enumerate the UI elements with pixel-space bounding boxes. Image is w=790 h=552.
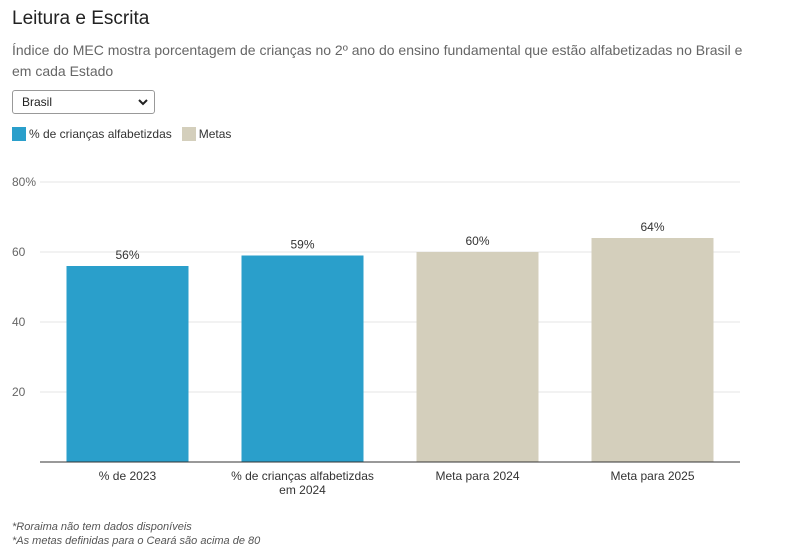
state-select-value: Brasil — [22, 95, 53, 109]
x-tick-label: % de 2023 — [99, 469, 157, 483]
data-label: 60% — [465, 234, 489, 248]
footnotes: *Roraima não tem dados disponíveis *As m… — [12, 520, 260, 548]
legend-swatch-alfabetizadas — [12, 127, 26, 141]
bar — [416, 252, 539, 462]
x-tick-label: Meta para 2025 — [610, 469, 694, 483]
bar — [591, 238, 714, 462]
bar — [66, 266, 189, 462]
footnote-ceara: *As metas definidas para o Ceará são aci… — [12, 535, 261, 547]
chart-subtitle: Índice do MEC mostra porcentagem de cria… — [12, 42, 743, 79]
data-label: 56% — [115, 248, 139, 262]
y-tick-label: 80% — [12, 175, 36, 189]
y-tick-label: 40 — [12, 315, 26, 329]
x-tick-label: em 2024 — [279, 483, 326, 497]
chart-title: Leitura e Escrita — [12, 8, 150, 29]
legend-item-metas[interactable]: Metas — [181, 127, 232, 141]
bar-chart: 20 40 60 80% 56% % de 2023 59% % de crianças al… — [12, 175, 740, 497]
bar — [241, 255, 364, 462]
data-label: 64% — [640, 220, 664, 234]
legend-label-metas: Metas — [198, 127, 232, 141]
legend-item-alfabetizadas[interactable]: % de crianças alfabetizdas — [12, 127, 172, 141]
x-tick-label: % de crianças alfabetizdas — [231, 469, 374, 483]
x-tick-label: Meta para 2024 — [435, 469, 519, 483]
y-tick-label: 60 — [12, 245, 26, 259]
state-select[interactable]: Brasil — [12, 90, 155, 114]
legend-label-alfabetizadas: % de crianças alfabetizdas — [29, 127, 172, 141]
chevron-down-icon — [138, 99, 148, 106]
legend: % de crianças alfabetizdas Metas — [12, 127, 241, 141]
legend-swatch-metas — [181, 127, 196, 141]
footnote-roraima: *Roraima não tem dados disponíveis — [12, 521, 192, 533]
data-label: 59% — [290, 238, 314, 252]
y-tick-label: 20 — [12, 385, 26, 399]
